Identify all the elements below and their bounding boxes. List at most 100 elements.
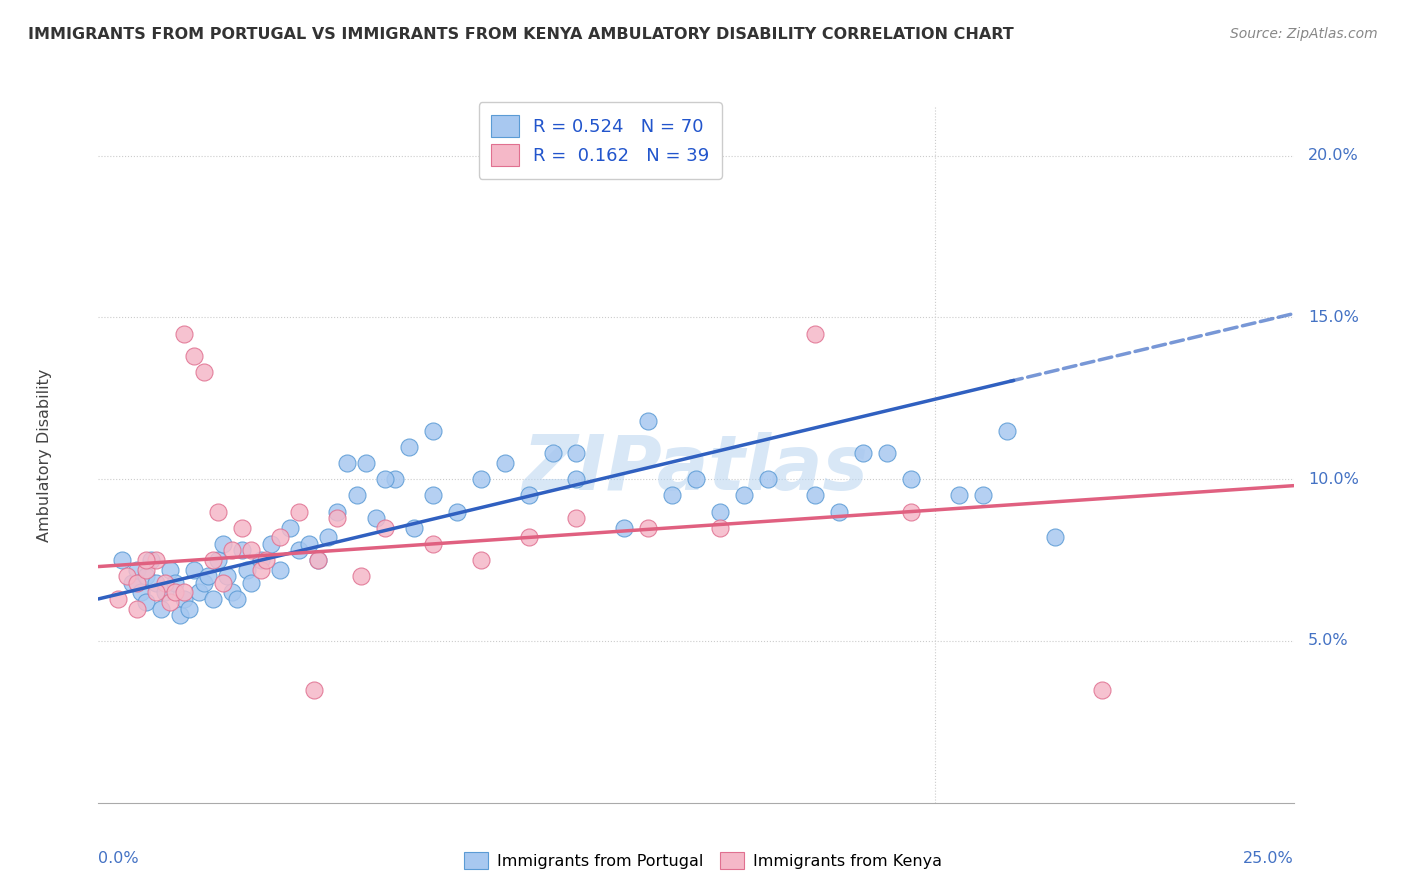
- Point: [197, 569, 219, 583]
- Text: 0.0%: 0.0%: [98, 851, 139, 866]
- Text: 10.0%: 10.0%: [1308, 472, 1358, 487]
- Point: [135, 553, 157, 567]
- Point: [384, 472, 406, 486]
- Point: [231, 521, 253, 535]
- Point: [661, 488, 683, 502]
- Point: [259, 537, 281, 551]
- Point: [250, 553, 273, 567]
- Point: [307, 553, 329, 567]
- Point: [125, 563, 148, 577]
- Point: [193, 365, 215, 379]
- Point: [470, 472, 492, 486]
- Point: [193, 575, 215, 590]
- Point: [288, 504, 311, 518]
- Point: [709, 521, 731, 535]
- Point: [226, 591, 249, 606]
- Point: [422, 537, 444, 551]
- Point: [709, 504, 731, 518]
- Point: [364, 511, 387, 525]
- Point: [517, 531, 540, 545]
- Point: [115, 569, 138, 583]
- Point: [221, 543, 243, 558]
- Text: 25.0%: 25.0%: [1243, 851, 1294, 866]
- Point: [733, 488, 755, 502]
- Point: [422, 424, 444, 438]
- Point: [183, 563, 205, 577]
- Point: [207, 504, 229, 518]
- Text: Ambulatory Disability: Ambulatory Disability: [37, 368, 52, 541]
- Point: [173, 591, 195, 606]
- Point: [422, 488, 444, 502]
- Point: [111, 553, 134, 567]
- Point: [948, 488, 970, 502]
- Point: [163, 585, 186, 599]
- Point: [173, 326, 195, 341]
- Text: Source: ZipAtlas.com: Source: ZipAtlas.com: [1230, 27, 1378, 41]
- Point: [900, 472, 922, 486]
- Point: [346, 488, 368, 502]
- Point: [565, 472, 588, 486]
- Point: [155, 585, 177, 599]
- Point: [354, 456, 377, 470]
- Point: [900, 504, 922, 518]
- Point: [852, 446, 875, 460]
- Point: [398, 440, 420, 454]
- Legend: Immigrants from Portugal, Immigrants from Kenya: Immigrants from Portugal, Immigrants fro…: [457, 846, 949, 875]
- Point: [288, 543, 311, 558]
- Point: [131, 585, 153, 599]
- Point: [250, 563, 273, 577]
- Point: [541, 446, 564, 460]
- Point: [183, 349, 205, 363]
- Point: [159, 563, 181, 577]
- Point: [298, 537, 321, 551]
- Point: [565, 446, 588, 460]
- Point: [374, 472, 396, 486]
- Point: [995, 424, 1018, 438]
- Point: [211, 575, 233, 590]
- Point: [972, 488, 994, 502]
- Point: [374, 521, 396, 535]
- Point: [470, 553, 492, 567]
- Point: [145, 575, 167, 590]
- Point: [326, 504, 349, 518]
- Point: [240, 575, 263, 590]
- Point: [828, 504, 851, 518]
- Point: [307, 553, 329, 567]
- Point: [336, 456, 359, 470]
- Text: 20.0%: 20.0%: [1308, 148, 1358, 163]
- Point: [756, 472, 779, 486]
- Point: [135, 595, 157, 609]
- Point: [221, 585, 243, 599]
- Point: [685, 472, 707, 486]
- Text: 15.0%: 15.0%: [1308, 310, 1358, 325]
- Point: [121, 575, 143, 590]
- Point: [302, 682, 325, 697]
- Point: [169, 608, 191, 623]
- Point: [1043, 531, 1066, 545]
- Point: [135, 569, 157, 583]
- Text: ZIPatlas: ZIPatlas: [523, 432, 869, 506]
- Point: [135, 563, 157, 577]
- Point: [494, 456, 516, 470]
- Point: [316, 531, 339, 545]
- Point: [1091, 682, 1114, 697]
- Point: [179, 601, 201, 615]
- Point: [207, 553, 229, 567]
- Text: IMMIGRANTS FROM PORTUGAL VS IMMIGRANTS FROM KENYA AMBULATORY DISABILITY CORRELAT: IMMIGRANTS FROM PORTUGAL VS IMMIGRANTS F…: [28, 27, 1014, 42]
- Point: [254, 553, 277, 567]
- Point: [159, 595, 181, 609]
- Point: [149, 601, 172, 615]
- Point: [125, 575, 148, 590]
- Point: [155, 575, 177, 590]
- Point: [235, 563, 257, 577]
- Point: [613, 521, 636, 535]
- Point: [446, 504, 468, 518]
- Point: [565, 511, 588, 525]
- Point: [637, 414, 659, 428]
- Point: [139, 553, 162, 567]
- Point: [326, 511, 349, 525]
- Point: [163, 575, 186, 590]
- Point: [187, 585, 209, 599]
- Point: [145, 553, 167, 567]
- Point: [637, 521, 659, 535]
